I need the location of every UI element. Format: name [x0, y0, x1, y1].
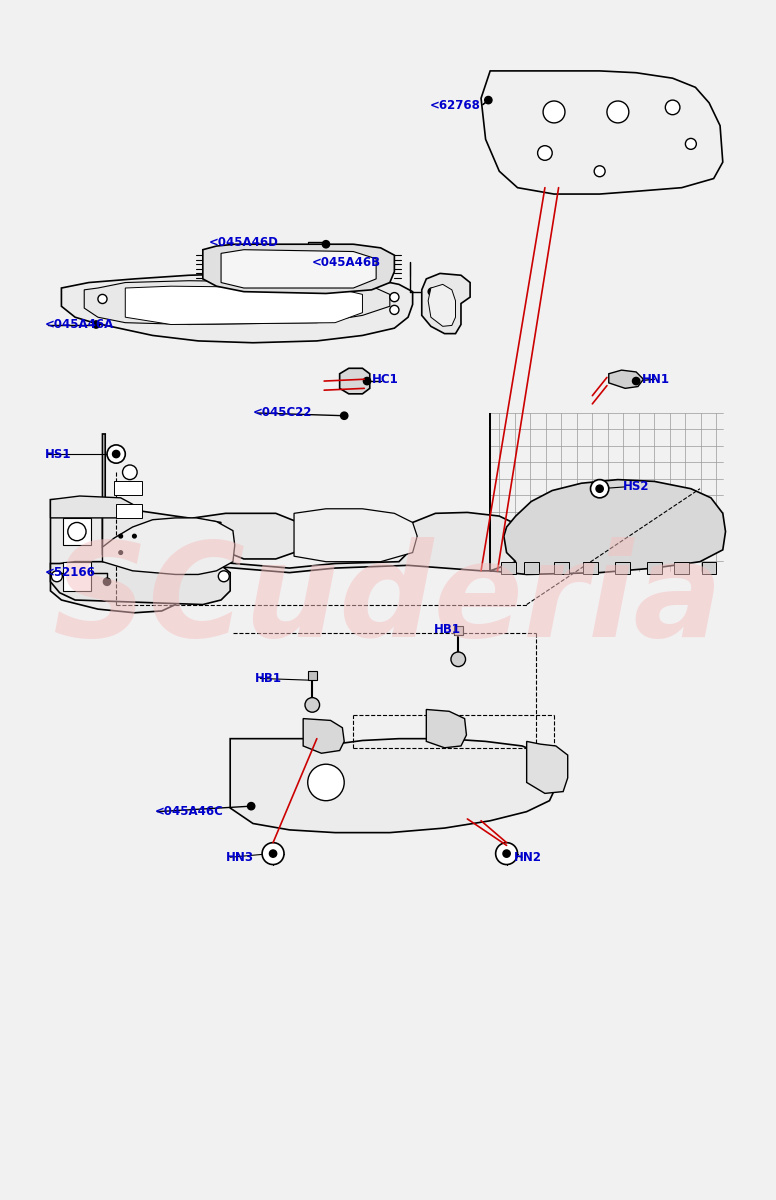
- Text: HS2: HS2: [622, 480, 649, 493]
- Polygon shape: [428, 284, 456, 326]
- Circle shape: [665, 100, 680, 115]
- Polygon shape: [584, 562, 598, 575]
- Circle shape: [133, 534, 137, 538]
- Circle shape: [262, 842, 284, 864]
- Circle shape: [594, 166, 605, 176]
- Circle shape: [341, 412, 348, 419]
- Circle shape: [308, 764, 345, 800]
- Polygon shape: [63, 562, 91, 590]
- Text: HC1: HC1: [372, 373, 398, 385]
- Circle shape: [390, 305, 399, 314]
- Circle shape: [119, 551, 123, 554]
- Circle shape: [123, 464, 137, 480]
- Circle shape: [113, 451, 119, 457]
- Text: <045A46D: <045A46D: [209, 236, 279, 248]
- Circle shape: [632, 378, 639, 385]
- Polygon shape: [501, 562, 516, 575]
- Text: HB1: HB1: [434, 623, 461, 636]
- Polygon shape: [340, 368, 369, 394]
- Circle shape: [596, 485, 603, 492]
- Polygon shape: [674, 562, 689, 575]
- Text: <045A46A: <045A46A: [45, 318, 114, 331]
- Polygon shape: [50, 562, 230, 605]
- Polygon shape: [230, 739, 556, 833]
- Polygon shape: [615, 562, 630, 575]
- Polygon shape: [116, 504, 142, 518]
- Text: HN1: HN1: [642, 373, 670, 385]
- Circle shape: [363, 378, 371, 385]
- Circle shape: [248, 803, 255, 810]
- Polygon shape: [61, 274, 413, 343]
- Polygon shape: [294, 509, 417, 562]
- Circle shape: [496, 842, 518, 864]
- Circle shape: [68, 522, 86, 541]
- Polygon shape: [63, 518, 91, 545]
- Text: HB1: HB1: [255, 672, 282, 685]
- Circle shape: [485, 96, 492, 103]
- Polygon shape: [50, 499, 178, 613]
- Circle shape: [428, 288, 435, 295]
- Polygon shape: [308, 671, 317, 680]
- Polygon shape: [554, 562, 569, 575]
- Circle shape: [538, 145, 553, 161]
- Polygon shape: [203, 245, 394, 294]
- Circle shape: [269, 850, 277, 857]
- Circle shape: [113, 450, 120, 457]
- Circle shape: [305, 697, 320, 713]
- Polygon shape: [85, 281, 390, 324]
- Text: <045A46B: <045A46B: [312, 256, 381, 269]
- Circle shape: [246, 263, 260, 277]
- Circle shape: [103, 578, 111, 586]
- Circle shape: [591, 480, 608, 498]
- Polygon shape: [454, 625, 462, 635]
- Text: <045C22: <045C22: [253, 407, 313, 420]
- Text: <62768: <62768: [430, 100, 481, 112]
- Circle shape: [503, 850, 511, 857]
- Circle shape: [351, 263, 365, 277]
- Polygon shape: [221, 250, 376, 288]
- Polygon shape: [647, 562, 662, 575]
- Circle shape: [435, 299, 450, 313]
- Circle shape: [607, 101, 629, 122]
- Polygon shape: [490, 413, 726, 575]
- Text: HN2: HN2: [514, 851, 542, 864]
- Polygon shape: [527, 742, 568, 793]
- Circle shape: [543, 101, 565, 122]
- Circle shape: [51, 571, 62, 582]
- Polygon shape: [426, 709, 466, 748]
- Circle shape: [322, 240, 330, 248]
- Polygon shape: [102, 434, 528, 572]
- Text: HS1: HS1: [45, 448, 71, 461]
- Text: SCuderia: SCuderia: [54, 536, 722, 664]
- Text: <52166: <52166: [45, 566, 96, 580]
- Circle shape: [92, 320, 100, 328]
- Circle shape: [218, 571, 229, 582]
- Polygon shape: [114, 481, 142, 496]
- Circle shape: [685, 138, 696, 149]
- Polygon shape: [608, 370, 643, 389]
- Polygon shape: [702, 562, 716, 575]
- Polygon shape: [50, 496, 133, 518]
- Polygon shape: [421, 274, 470, 334]
- Polygon shape: [481, 71, 722, 194]
- Polygon shape: [524, 562, 539, 575]
- Circle shape: [98, 294, 107, 304]
- Circle shape: [390, 293, 399, 301]
- Circle shape: [107, 445, 125, 463]
- Polygon shape: [125, 286, 362, 324]
- Circle shape: [597, 486, 602, 492]
- Polygon shape: [303, 719, 345, 754]
- Circle shape: [451, 652, 466, 666]
- Polygon shape: [102, 518, 235, 575]
- Text: HN3: HN3: [226, 851, 254, 864]
- Circle shape: [119, 534, 123, 538]
- Text: <045A46C: <045A46C: [154, 805, 223, 818]
